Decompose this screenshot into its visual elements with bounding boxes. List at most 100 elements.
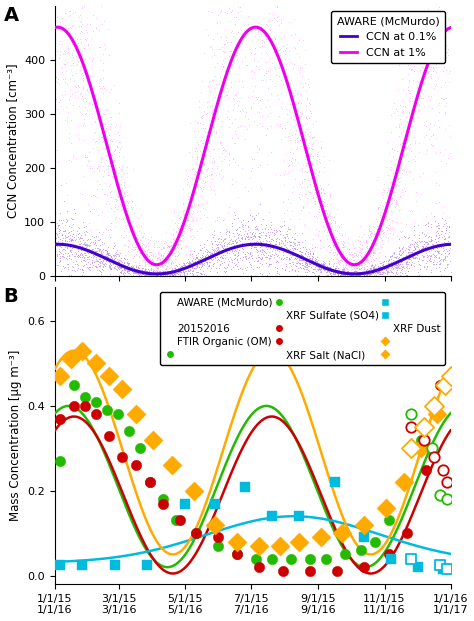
Point [66, 11, 74, 20]
Point [329, 267, 337, 277]
Point [127, 202, 135, 212]
Point [294, 237, 301, 247]
Point [315, 167, 323, 177]
Point [56, 50, 64, 60]
Point [172, 251, 179, 261]
Point [258, 225, 266, 235]
Point [432, 198, 440, 208]
Point [211, 245, 219, 255]
Point [96, 118, 103, 128]
Point [441, 124, 449, 134]
Point [311, 256, 319, 266]
Point [201, 177, 209, 187]
Point [355, 270, 363, 279]
Point [394, 174, 401, 184]
Point [186, 245, 194, 255]
Point [293, 48, 301, 58]
Point [177, 235, 185, 245]
Point [427, 0, 435, 4]
Point [420, 243, 428, 253]
Point [183, 220, 191, 230]
Point [104, 161, 111, 171]
Point [104, 124, 112, 134]
Point [323, 270, 331, 279]
Point [155, 269, 162, 279]
Point [184, 265, 192, 274]
Point [160, 271, 167, 281]
Point [282, 252, 290, 261]
Point [376, 247, 383, 256]
Point [162, 260, 169, 270]
Point [367, 226, 375, 236]
Point [256, 42, 264, 52]
Point [161, 271, 168, 281]
Point [330, 258, 338, 268]
Point [395, 242, 402, 252]
Point [394, 256, 402, 266]
Point [189, 263, 196, 273]
Point [186, 257, 193, 267]
Point [209, 122, 217, 132]
Point [285, 258, 293, 268]
Point [326, 269, 334, 279]
Point [83, 19, 91, 29]
Point [248, 229, 256, 239]
Point [312, 192, 319, 202]
Point [379, 261, 387, 271]
Point [418, 255, 426, 265]
Point [141, 257, 149, 267]
Point [355, 263, 362, 273]
Point [56, 21, 64, 31]
Point [217, 45, 224, 55]
Point [262, 252, 270, 262]
Point [352, 271, 360, 281]
Point [74, 80, 82, 90]
Point [435, 224, 443, 233]
Point [138, 243, 146, 253]
Point [203, 97, 210, 107]
Point [189, 164, 197, 174]
Point [331, 265, 339, 274]
Point [363, 241, 371, 251]
Point [189, 258, 196, 268]
Point [282, 265, 289, 275]
Point [416, 265, 423, 274]
Point [415, 254, 422, 264]
Point [69, 242, 77, 252]
Point [413, 250, 421, 260]
Point [357, 253, 365, 263]
Point [255, 252, 262, 262]
Point [437, 250, 445, 260]
Point [191, 263, 199, 273]
Point [358, 232, 366, 242]
Point [133, 265, 141, 274]
Point [193, 118, 201, 128]
Point [154, 269, 162, 279]
Point [124, 268, 132, 278]
Point [191, 258, 199, 268]
Point [120, 259, 128, 269]
Point [413, 99, 420, 109]
Point [356, 268, 364, 278]
Point [280, 243, 288, 253]
Point [325, 265, 332, 274]
Point [386, 228, 394, 238]
Point [395, 234, 402, 244]
Point [263, 271, 271, 281]
Point [84, 199, 92, 209]
Point [352, 266, 360, 276]
Point [439, 208, 447, 218]
Point [444, 478, 451, 487]
Point [372, 230, 379, 240]
Point [248, 271, 256, 281]
Point [84, 34, 91, 43]
Point [363, 240, 371, 250]
Point [421, 220, 428, 230]
Point [396, 259, 403, 269]
Point [214, 239, 222, 249]
Point [339, 265, 347, 274]
Point [219, 55, 227, 65]
Point [353, 271, 360, 281]
Point [156, 270, 164, 279]
Point [209, 252, 216, 262]
